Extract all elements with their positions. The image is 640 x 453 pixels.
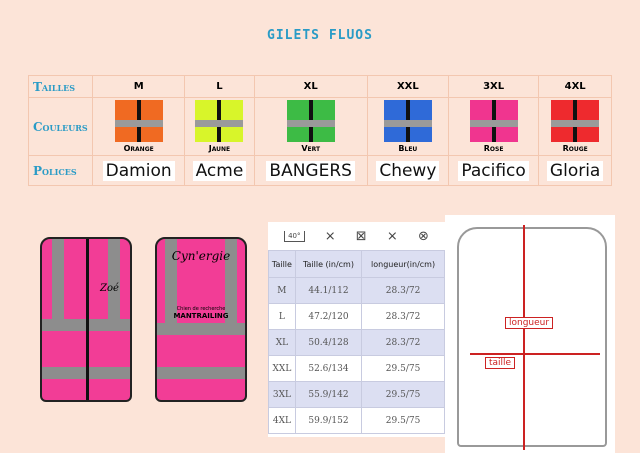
color-name: Orange xyxy=(123,144,154,153)
size-M: M xyxy=(91,75,186,98)
vest-swatch xyxy=(286,100,335,142)
font-option[interactable]: Acme xyxy=(184,155,255,186)
size-chart-cell: 55.9/142 xyxy=(294,381,363,408)
vest-front-name: Zoé xyxy=(100,283,119,294)
size-chart-header: Taille xyxy=(268,250,296,278)
color-option[interactable]: Bleu xyxy=(366,97,449,156)
size-chart-cell: 4XL xyxy=(268,407,296,434)
size-XL: XL xyxy=(253,75,368,98)
font-sample: Acme xyxy=(192,160,247,181)
vest-back-main: MANTRAILING xyxy=(173,312,229,320)
size-chart-header: Taille (in/cm) xyxy=(294,250,363,278)
size-4XL: 4XL xyxy=(538,75,612,98)
color-option[interactable]: Orange xyxy=(91,97,186,156)
size-chart: 40° ⨯ ⊠ ⨯ ⊗ Taille Taille (in/cm) longueur(in/… xyxy=(268,222,445,437)
size-chart-cell: 47.2/120 xyxy=(294,303,363,330)
vest-back-subtitle: Chien de recherche xyxy=(176,306,226,312)
size-chart-cell: 28.3/72 xyxy=(361,329,445,356)
color-name: Rouge xyxy=(562,144,588,153)
sizes-row-label: Tailles xyxy=(28,75,93,98)
size-chart-cell: 29.5/75 xyxy=(361,381,445,408)
font-option[interactable]: Pacifico xyxy=(447,155,540,186)
size-3XL: 3XL xyxy=(447,75,540,98)
vest-swatch xyxy=(195,100,244,142)
font-option[interactable]: BANGERS xyxy=(253,155,368,186)
table-row: XL 50.4/128 28.3/72 xyxy=(268,329,445,356)
color-name: Rose xyxy=(483,144,504,153)
care-icons: 40° ⨯ ⊠ ⨯ ⊗ xyxy=(268,222,445,250)
size-chart-cell: 59.9/152 xyxy=(294,407,363,434)
table-row: XXL 52.6/134 29.5/75 xyxy=(268,355,445,382)
font-sample: Chewy xyxy=(376,160,440,181)
font-option[interactable]: Damion xyxy=(91,155,186,186)
font-option[interactable]: Gloria xyxy=(538,155,612,186)
font-sample: Damion xyxy=(102,160,175,181)
color-name: Vert xyxy=(301,144,321,153)
size-chart-cell: XXL xyxy=(268,355,296,382)
options-table: Tailles M L XL XXL 3XL 4XL Couleurs Orange Jaune… xyxy=(28,75,612,186)
font-option[interactable]: Chewy xyxy=(366,155,449,186)
size-chart-cell: 44.1/112 xyxy=(294,277,363,304)
size-chart-cell: 28.3/72 xyxy=(361,303,445,330)
size-chart-cell: 52.6/134 xyxy=(294,355,363,382)
size-chart-cell: M xyxy=(268,277,296,304)
color-option[interactable]: Jaune xyxy=(184,97,255,156)
size-chart-cell: 29.5/75 xyxy=(361,407,445,434)
no-bleach-icon: ⨯ xyxy=(324,228,336,244)
vest-back-title: Cyn'ergie xyxy=(171,249,231,263)
fonts-row-label: Polices xyxy=(28,155,93,186)
vest-back-image: Cyn'ergie Chien de recherche MANTRAILING xyxy=(155,237,247,402)
vest-swatch xyxy=(551,100,600,142)
size-L: L xyxy=(184,75,255,98)
table-row: L 47.2/120 28.3/72 xyxy=(268,303,445,330)
size-chart-cell: 3XL xyxy=(268,381,296,408)
table-row: M 44.1/112 28.3/72 xyxy=(268,277,445,304)
vest-front-image: Zoé xyxy=(40,237,132,402)
no-tumble-dry-icon: ⊠ xyxy=(355,228,367,244)
width-label: taille xyxy=(485,357,516,369)
size-chart-header: longueur(in/cm) xyxy=(361,250,445,278)
vest-swatch xyxy=(469,100,518,142)
colors-row-label: Couleurs xyxy=(28,97,93,156)
size-XXL: XXL xyxy=(366,75,449,98)
size-chart-cell: L xyxy=(268,303,296,330)
size-chart-cell: XL xyxy=(268,329,296,356)
vest-sketch-image: longueur taille xyxy=(445,215,615,453)
color-option[interactable]: Rouge xyxy=(538,97,612,156)
table-row: 3XL 55.9/142 29.5/75 xyxy=(268,381,445,408)
no-iron-icon: ⨯ xyxy=(386,228,398,244)
wash-40-icon: 40° xyxy=(284,230,305,242)
color-name: Bleu xyxy=(398,144,418,153)
font-sample: BANGERS xyxy=(266,160,355,181)
page-title: GILETS FLUOS xyxy=(267,28,373,43)
size-chart-cell: 50.4/128 xyxy=(294,329,363,356)
size-chart-cell: 29.5/75 xyxy=(361,355,445,382)
table-row: 4XL 59.9/152 29.5/75 xyxy=(268,407,445,434)
no-dry-clean-icon: ⊗ xyxy=(417,228,429,244)
size-chart-cell: 28.3/72 xyxy=(361,277,445,304)
color-option[interactable]: Vert xyxy=(253,97,368,156)
color-name: Jaune xyxy=(208,144,231,153)
length-label: longueur xyxy=(505,317,554,329)
color-option[interactable]: Rose xyxy=(447,97,540,156)
vest-swatch xyxy=(114,100,163,142)
vest-swatch xyxy=(383,100,432,142)
font-sample: Gloria xyxy=(546,160,604,181)
font-sample: Pacifico xyxy=(458,160,529,181)
